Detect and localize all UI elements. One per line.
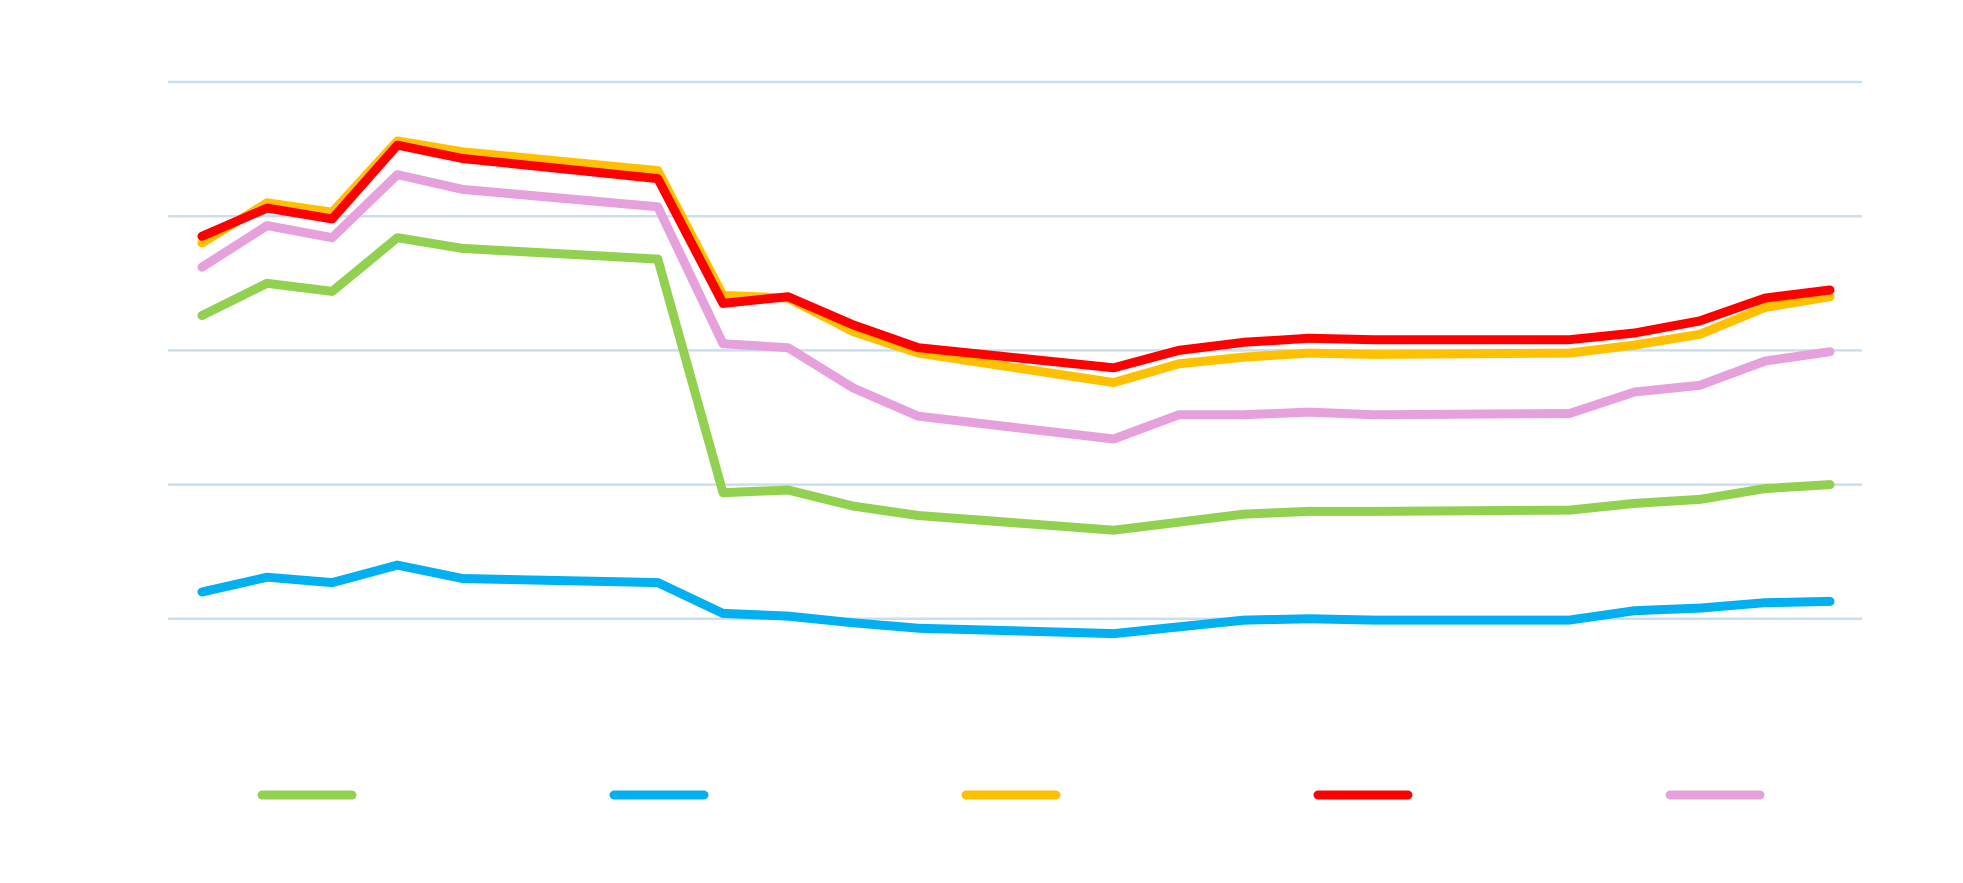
series-line-3 xyxy=(197,136,1835,388)
series-line-4 xyxy=(197,140,1835,373)
series-lines xyxy=(197,136,1835,639)
series-line-2 xyxy=(197,560,1835,639)
series-line-1 xyxy=(197,233,1835,535)
series-line-5 xyxy=(197,170,1835,444)
